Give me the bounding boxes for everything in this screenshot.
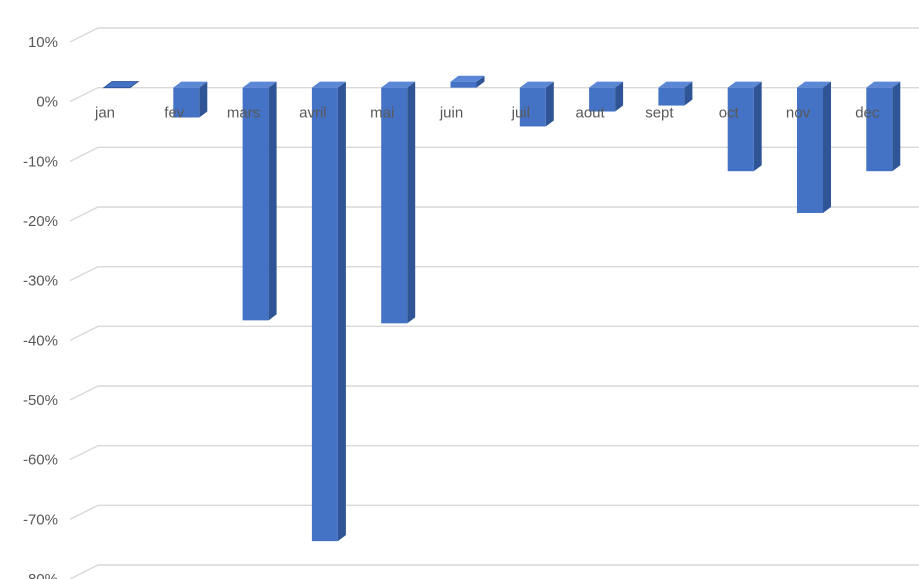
bar-top [311, 81, 346, 88]
gridline [69, 86, 919, 103]
bar-front [658, 87, 685, 106]
bar-top [242, 81, 277, 88]
category-label-jan: jan [94, 105, 115, 122]
bar-mai [381, 81, 416, 324]
y-axis-ticks: 10% 0% -10% -20% -30% -40% -50% -60% -70% -80% [23, 34, 58, 579]
gridline [69, 444, 919, 461]
bar-fev [173, 81, 208, 118]
bar-front [519, 87, 546, 127]
category-label-oct: oct [719, 105, 740, 122]
bar-oct [727, 81, 762, 172]
bar-side [199, 81, 208, 118]
y-tick-label: -80% [23, 571, 58, 579]
gridlines [69, 27, 919, 579]
category-label-nov: nov [786, 105, 811, 122]
y-tick-label: 0% [36, 94, 58, 111]
bar-front [589, 87, 616, 112]
gridline [69, 504, 919, 520]
y-tick-label: -10% [23, 153, 58, 170]
bar-front [450, 81, 477, 88]
bar-juin [450, 75, 485, 88]
category-label-dec: dec [855, 105, 880, 122]
bar-front [797, 87, 823, 213]
bar-side [892, 81, 901, 172]
bar-avril [311, 81, 346, 542]
bar-sept [658, 81, 693, 106]
bar-side [615, 81, 624, 112]
bar-top [173, 81, 208, 88]
bar-front [242, 87, 269, 321]
y-tick-label: -40% [23, 332, 58, 349]
bar-top [727, 81, 762, 88]
y-tick-label: -20% [23, 213, 58, 230]
y-tick-label: -70% [23, 511, 58, 528]
bar-mars [242, 81, 277, 321]
bar-side [684, 81, 693, 106]
bar-side [407, 81, 416, 324]
gridline [69, 385, 919, 401]
bar-side [337, 81, 346, 542]
bar-front [311, 87, 338, 542]
bar-front [381, 87, 408, 324]
bar-top [381, 81, 416, 88]
category-label-fev: fev [164, 105, 185, 122]
bar-side [476, 75, 485, 88]
bar-front [727, 87, 754, 172]
category-label-sept: sept [645, 105, 674, 122]
gridline [69, 146, 919, 162]
bar-top [866, 81, 901, 88]
bar-juil [519, 81, 554, 127]
bar-side [268, 81, 277, 321]
bar-aout [589, 81, 624, 112]
y-tick-label: -60% [23, 452, 58, 469]
bar-front [173, 87, 200, 118]
y-tick-label: -30% [23, 273, 58, 290]
bar-top [450, 75, 485, 82]
category-label-aout: aout [575, 105, 605, 122]
bar-front [866, 87, 893, 172]
bar-top [102, 81, 140, 89]
y-tick-label: -50% [23, 392, 58, 409]
bar-top [658, 81, 693, 88]
category-label-mars: mars [227, 105, 260, 122]
bar-dec [866, 81, 901, 172]
gridline [69, 564, 919, 579]
bar-top [797, 81, 831, 88]
bar-side [545, 81, 554, 127]
gridline [69, 265, 919, 282]
category-label-juin: juin [439, 105, 463, 122]
category-label-juil: juil [511, 105, 530, 122]
bar-top [589, 81, 624, 88]
category-label-avril: avril [299, 105, 327, 122]
bar-side [753, 81, 762, 172]
bar-side [823, 81, 831, 213]
bars [102, 75, 901, 542]
bar-nov [797, 81, 831, 213]
gridline [69, 325, 919, 341]
category-label-mai: mai [370, 105, 394, 122]
gridline [69, 27, 919, 43]
y-tick-label: 10% [28, 34, 58, 51]
gridline [69, 206, 919, 222]
bar-jan [102, 81, 140, 89]
category-labels: jan fev mars avril mai juin juil aout sept oct nov… [94, 105, 880, 122]
bar-top [519, 81, 554, 88]
